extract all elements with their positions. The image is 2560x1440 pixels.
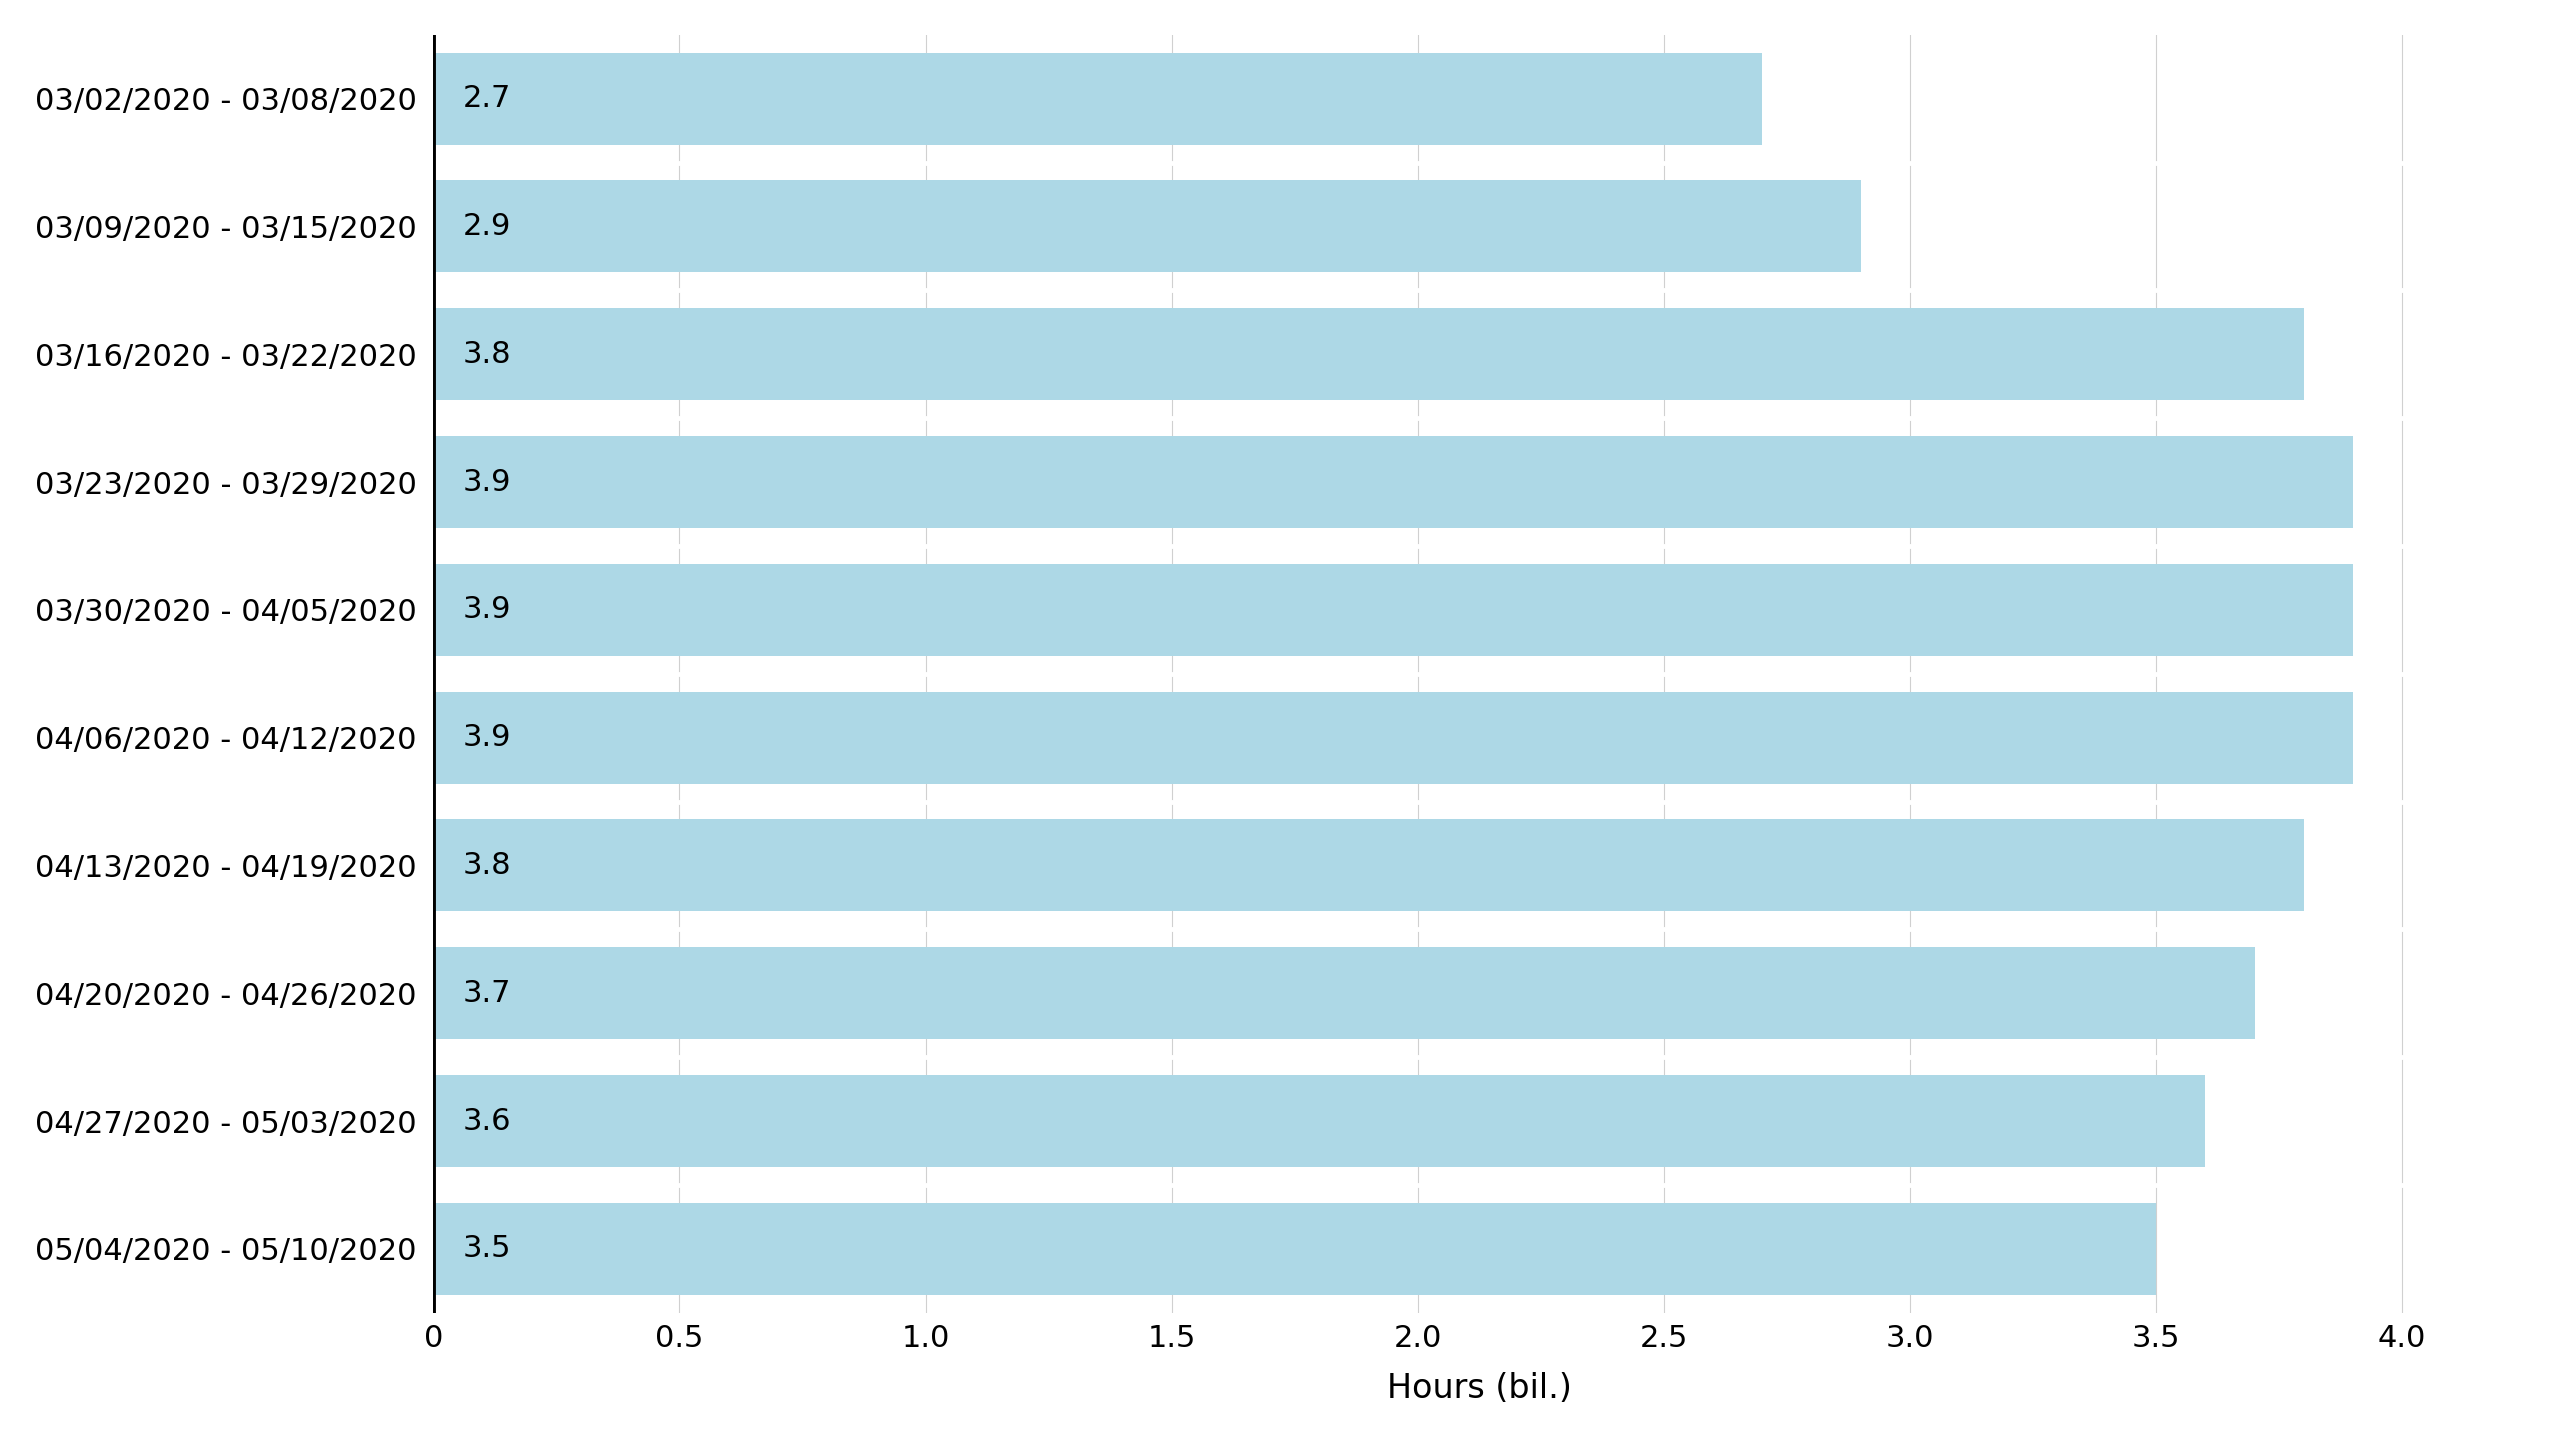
- X-axis label: Hours (bil.): Hours (bil.): [1388, 1372, 1572, 1405]
- Bar: [433, 691, 2353, 783]
- Bar: [433, 564, 2353, 655]
- Text: 3.8: 3.8: [463, 340, 512, 369]
- Text: 3.6: 3.6: [463, 1106, 512, 1136]
- Text: 3.9: 3.9: [463, 468, 512, 497]
- Bar: [433, 1202, 2156, 1295]
- Text: 2.7: 2.7: [463, 84, 512, 114]
- Bar: [433, 819, 2304, 912]
- Text: 3.7: 3.7: [463, 979, 512, 1008]
- Bar: [433, 436, 2353, 528]
- Bar: [433, 1076, 2204, 1166]
- Bar: [433, 180, 1861, 272]
- Text: 3.9: 3.9: [463, 723, 512, 752]
- Bar: [433, 948, 2255, 1040]
- Text: 3.8: 3.8: [463, 851, 512, 880]
- Bar: [433, 53, 1761, 144]
- Text: 3.5: 3.5: [463, 1234, 512, 1263]
- Bar: [433, 308, 2304, 400]
- Text: 3.9: 3.9: [463, 595, 512, 625]
- Text: 2.9: 2.9: [463, 212, 512, 240]
